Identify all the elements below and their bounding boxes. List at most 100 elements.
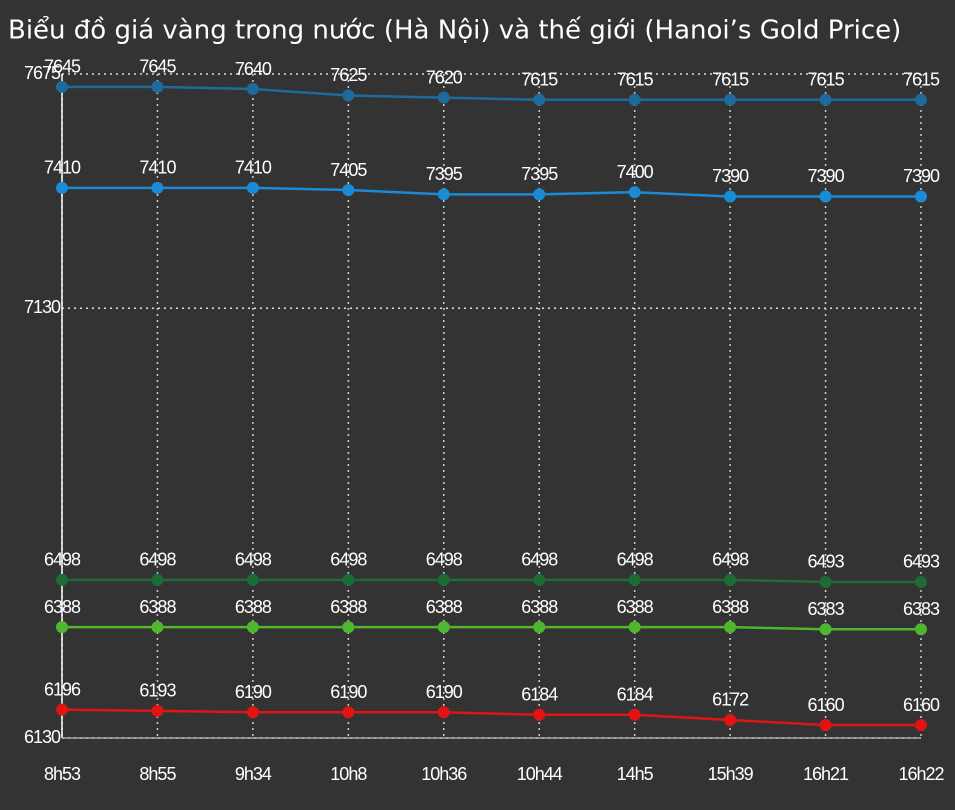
data-point — [246, 706, 259, 719]
y-tick-label: 7675 — [24, 63, 61, 83]
data-point — [56, 181, 68, 194]
data-point — [246, 83, 259, 96]
data-point — [342, 89, 355, 102]
data-label: 6498 — [712, 550, 749, 570]
data-label: 6190 — [426, 682, 463, 702]
data-point — [915, 719, 927, 732]
data-point — [56, 621, 68, 634]
data-label: 6498 — [426, 550, 463, 570]
data-label: 6388 — [330, 597, 367, 617]
data-point — [724, 93, 737, 106]
data-label: 7625 — [330, 65, 367, 85]
data-label: 6388 — [712, 597, 749, 617]
data-label: 6388 — [139, 597, 176, 617]
x-tick-label: 16h21 — [803, 764, 849, 784]
data-point — [533, 93, 546, 106]
data-point — [342, 621, 355, 634]
data-point — [533, 621, 546, 634]
data-label: 7390 — [903, 166, 940, 186]
data-label: 6193 — [139, 681, 176, 701]
data-label: 6383 — [808, 599, 845, 619]
data-point — [819, 575, 832, 588]
x-tick-label: 10h8 — [330, 764, 367, 784]
data-point — [151, 80, 164, 93]
data-label: 6498 — [235, 550, 272, 570]
data-point — [151, 573, 164, 586]
data-point — [437, 621, 450, 634]
data-label: 6388 — [426, 597, 463, 617]
data-point — [437, 188, 450, 201]
data-label: 6184 — [521, 685, 558, 705]
data-point — [819, 93, 832, 106]
data-point — [724, 621, 737, 634]
data-label: 6160 — [808, 695, 845, 715]
data-label: 7620 — [426, 67, 463, 87]
data-point — [151, 704, 164, 717]
series-line — [62, 625, 921, 631]
data-label: 6383 — [903, 599, 940, 619]
data-label: 7395 — [426, 164, 463, 184]
data-label: 6498 — [330, 550, 367, 570]
data-label: 6172 — [712, 690, 749, 710]
data-point — [915, 190, 927, 203]
x-tick-label: 15h39 — [708, 764, 754, 784]
data-label: 6498 — [139, 550, 176, 570]
data-label: 7400 — [617, 162, 654, 182]
data-label: 7645 — [44, 57, 81, 77]
data-point — [628, 573, 641, 586]
data-point — [628, 186, 641, 199]
data-point — [437, 91, 450, 104]
data-point — [724, 713, 737, 726]
data-label: 7645 — [139, 57, 176, 77]
data-label: 6196 — [44, 679, 81, 699]
data-point — [533, 573, 546, 586]
x-tick-label: 16h22 — [898, 764, 944, 784]
data-point — [246, 573, 259, 586]
data-point — [56, 703, 68, 716]
data-label: 6388 — [617, 597, 654, 617]
x-tick-label: 10h44 — [517, 764, 563, 784]
data-label: 6498 — [44, 550, 81, 570]
x-tick-label: 8h55 — [139, 764, 176, 784]
data-label: 6184 — [617, 685, 654, 705]
x-tick-label: 14h5 — [617, 764, 654, 784]
data-label: 6388 — [521, 597, 558, 617]
data-label: 6388 — [44, 597, 81, 617]
y-tick-label: 6130 — [24, 727, 61, 747]
data-point — [628, 621, 641, 634]
data-point — [628, 708, 641, 721]
data-label: 7410 — [235, 158, 272, 178]
data-label: 7615 — [712, 70, 749, 90]
series-line — [62, 186, 921, 198]
data-label: 7615 — [521, 70, 558, 90]
data-label: 6498 — [521, 550, 558, 570]
data-label: 7410 — [44, 158, 81, 178]
x-tick-label: 8h53 — [44, 764, 81, 784]
y-tick-label: 7130 — [24, 297, 61, 317]
data-label: 6498 — [617, 550, 654, 570]
data-point — [915, 623, 927, 636]
series-line — [62, 85, 921, 102]
data-label: 7410 — [139, 158, 176, 178]
x-tick-label: 10h36 — [421, 764, 467, 784]
data-label: 6388 — [235, 597, 272, 617]
data-point — [819, 190, 832, 203]
data-point — [819, 623, 832, 636]
data-point — [56, 573, 68, 586]
data-label: 7615 — [617, 70, 654, 90]
data-point — [724, 190, 737, 203]
data-label: 7615 — [903, 70, 940, 90]
data-point — [437, 706, 450, 719]
series-line — [62, 578, 921, 584]
data-point — [915, 575, 927, 588]
chart-title: Biểu đồ giá vàng trong nước (Hà Nội) và … — [8, 15, 901, 46]
data-point — [437, 573, 450, 586]
data-label: 6493 — [808, 552, 845, 572]
data-point — [819, 719, 832, 732]
data-point — [628, 93, 641, 106]
data-point — [342, 706, 355, 719]
data-point — [533, 708, 546, 721]
x-tick-label: 9h34 — [235, 764, 272, 784]
data-point — [342, 184, 355, 197]
